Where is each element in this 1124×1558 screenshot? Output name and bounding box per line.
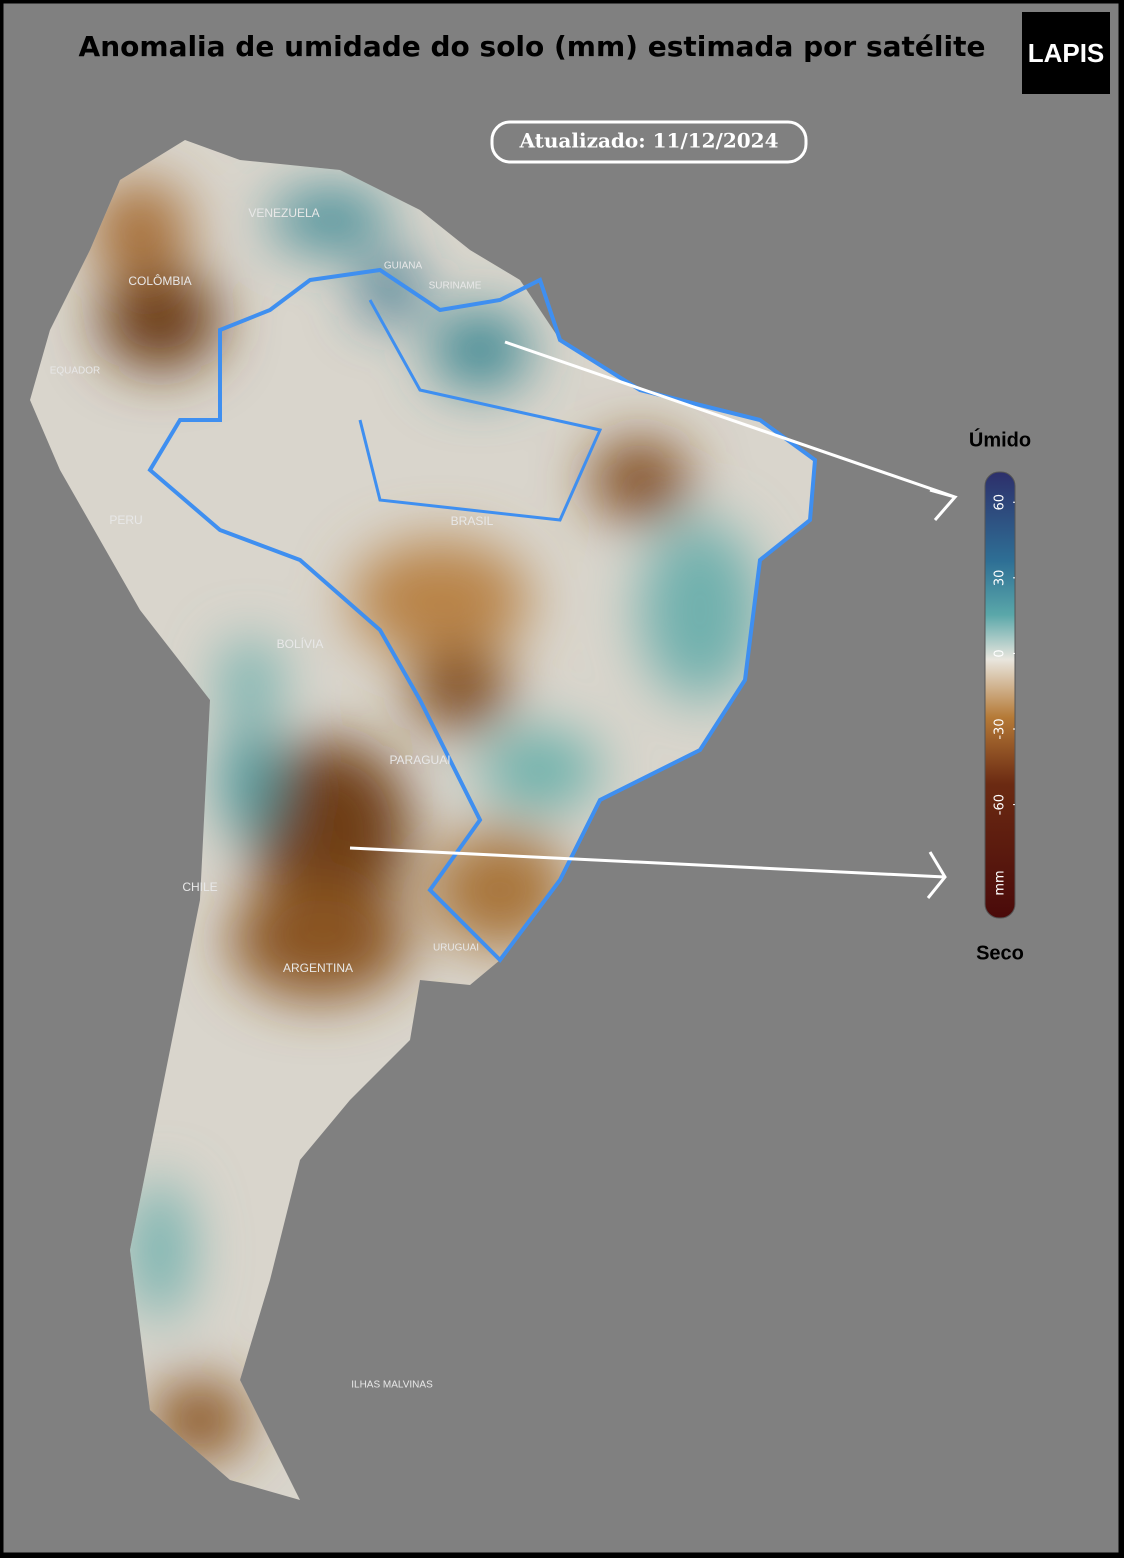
country-label: CHILE (182, 880, 217, 894)
logo-box (1022, 12, 1110, 94)
country-label: URUGUAI (433, 943, 479, 954)
country-label: ILHAS MALVINAS (351, 1380, 433, 1391)
colorbar-tick-label: 60 (993, 494, 1008, 511)
colorbar-tick-label: 0 (993, 649, 1008, 657)
state-borders (358, 299, 603, 522)
country-label: PARAGUAI (389, 753, 450, 767)
country-label: PERU (109, 513, 142, 527)
colorbar-tick-label: -60 (993, 794, 1008, 815)
colorbar-bottom-label: Seco (976, 942, 1024, 964)
country-label: GUIANA (384, 261, 423, 272)
colorbar-top-label: Úmido (969, 427, 1031, 451)
colorbar (984, 471, 1016, 919)
colorbar-tick-label: 30 (993, 570, 1008, 587)
country-label: BOLÍVIA (277, 636, 324, 651)
country-label: COLÔMBIA (128, 273, 191, 288)
country-label: ARGENTINA (283, 961, 353, 975)
country-label: BRASIL (451, 514, 494, 528)
date: Atualizado: 11/12/2024 (518, 129, 778, 153)
country-labels: VENEZUELA GUIANA SURINAME COLÔMBIA EQUADOR PE… (50, 206, 494, 1390)
logo: LAPIS (1028, 38, 1105, 68)
brazil-border (147, 267, 818, 964)
colorbar-tick-label: -30 (993, 718, 1008, 739)
country-label: SURINAME (429, 281, 482, 292)
colorbar-ticks: 60 30 0 -30 -60 (993, 494, 1015, 815)
colorbar-unit: mm (993, 870, 1008, 895)
country-label: VENEZUELA (248, 206, 319, 220)
arrows (349, 340, 958, 899)
date-box (490, 120, 808, 164)
title: Anomalia de umidade do solo (mm) estimad… (79, 30, 986, 63)
country-label: EQUADOR (50, 366, 101, 377)
